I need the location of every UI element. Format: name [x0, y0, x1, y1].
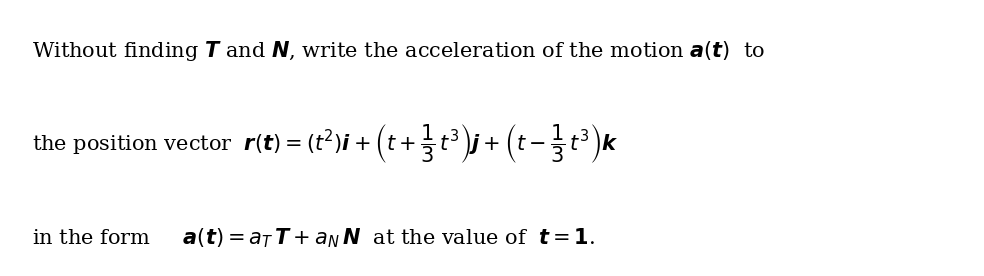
- Text: the position vector  $\boldsymbol{r}(\boldsymbol{t}) = (t^2)\boldsymbol{i} + \le: the position vector $\boldsymbol{r}(\bol…: [32, 122, 619, 165]
- Text: Without finding $\boldsymbol{T}$ and $\boldsymbol{N}$, write the acceleration of: Without finding $\boldsymbol{T}$ and $\b…: [32, 39, 766, 63]
- Text: in the form     $\boldsymbol{a}(\boldsymbol{t}) = a_T\,\boldsymbol{T} + a_N\,\bo: in the form $\boldsymbol{a}(\boldsymbol{…: [32, 226, 595, 250]
